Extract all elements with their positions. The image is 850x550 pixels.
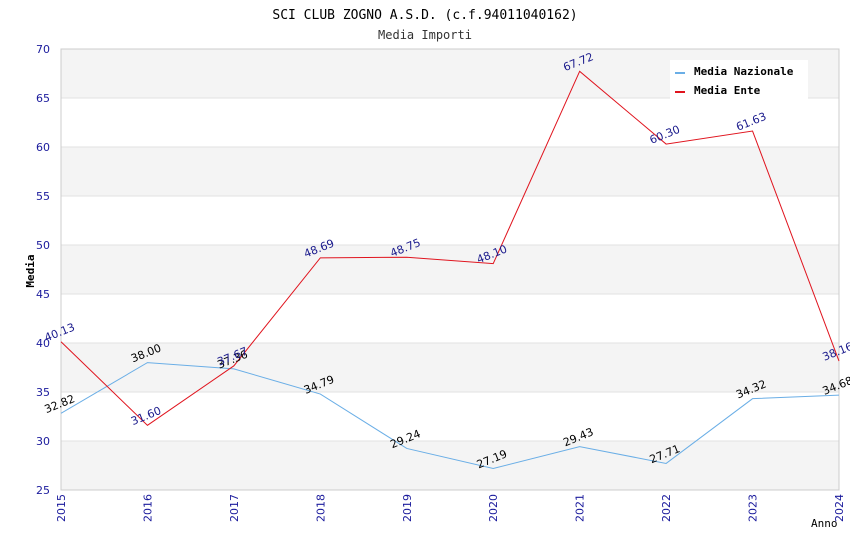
x-tick-label: 2021 — [574, 494, 587, 522]
plot-band — [61, 147, 839, 196]
x-tick-label: 2015 — [55, 494, 68, 522]
x-tick-label: 2024 — [833, 494, 846, 522]
x-axis-label: Anno — [811, 517, 838, 530]
y-tick-label: 55 — [36, 190, 50, 203]
legend-label-media-nazionale: Media Nazionale — [694, 65, 794, 78]
y-tick-labels: 25 30 35 40 45 50 55 60 65 70 — [36, 43, 50, 497]
series-line-media-ente — [60, 70, 840, 426]
plot-area — [60, 48, 840, 491]
y-tick-label: 50 — [36, 239, 50, 252]
y-tick-label: 30 — [36, 435, 50, 448]
x-tick-label: 2022 — [660, 494, 673, 522]
y-tick-label: 35 — [36, 386, 50, 399]
x-tick-label: 2020 — [487, 494, 500, 522]
y-axis-label: Media — [24, 254, 37, 287]
plot-band — [61, 343, 839, 392]
y-tick-label: 40 — [36, 337, 50, 350]
legend: Media Nazionale Media Ente — [670, 60, 808, 101]
x-tick-labels: 2015 2016 2017 2018 2019 2020 2021 2022 2023 2024 — [55, 494, 846, 522]
plot-band — [61, 245, 839, 294]
data-label: 40.13 — [43, 321, 77, 345]
y-tick-label: 65 — [36, 92, 50, 105]
series-line-media-nazionale — [60, 362, 840, 470]
y-tick-label: 25 — [36, 484, 50, 497]
x-tick-label: 2019 — [401, 494, 414, 522]
data-label: 61.63 — [734, 110, 768, 134]
plot-bands — [61, 49, 839, 490]
legend-label-media-ente: Media Ente — [694, 84, 761, 97]
chart-subtitle: Media Importi — [378, 28, 472, 42]
chart-title: SCI CLUB ZOGNO A.S.D. (c.f.94011040162) — [272, 8, 577, 23]
legend-box — [670, 60, 808, 101]
y-tick-label: 60 — [36, 141, 50, 154]
plot-band — [61, 441, 839, 490]
x-tick-label: 2017 — [228, 494, 241, 522]
x-tick-label: 2018 — [314, 494, 327, 522]
y-tick-label: 70 — [36, 43, 50, 56]
x-tick-label: 2016 — [141, 494, 154, 522]
series-lines — [60, 70, 840, 470]
x-tick-label: 2023 — [747, 494, 760, 522]
y-tick-label: 45 — [36, 288, 50, 301]
